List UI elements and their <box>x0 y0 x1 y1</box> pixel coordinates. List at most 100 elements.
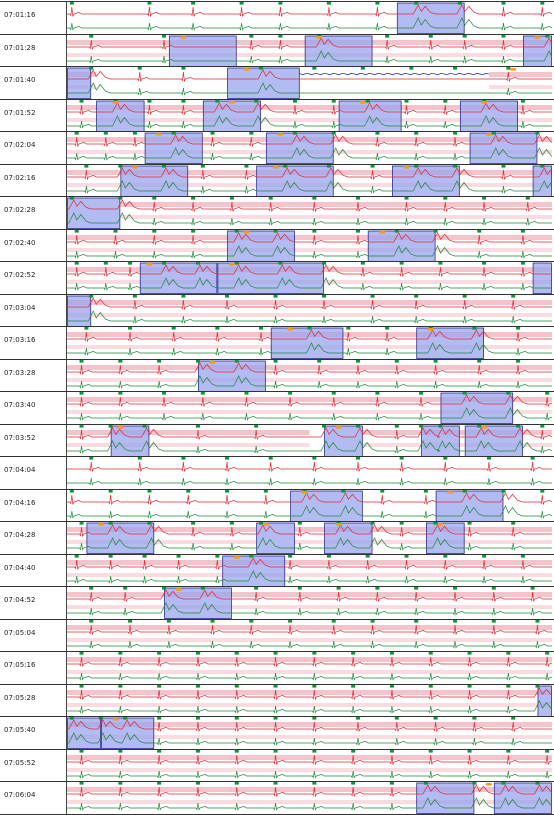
ecg-strip-row[interactable]: 07:04:04 <box>0 456 554 490</box>
ecg-plot-area[interactable] <box>66 327 552 360</box>
ecg-plot-area[interactable] <box>66 262 552 295</box>
beat-marker <box>467 749 472 753</box>
ecg-strip-row[interactable]: 07:02:28 <box>0 196 554 230</box>
beat-marker <box>477 424 482 428</box>
event-marker <box>534 35 541 39</box>
ecg-plot-area[interactable] <box>66 359 552 392</box>
ecg-plot-area[interactable] <box>66 554 552 587</box>
ecg-strip-svg <box>67 294 552 327</box>
ecg-strip-row[interactable]: 07:03:16 <box>0 326 554 360</box>
beat-marker <box>283 164 288 168</box>
lead-trace-green <box>67 114 552 129</box>
ecg-plot-area[interactable] <box>66 619 552 652</box>
beat-marker <box>239 2 244 5</box>
beat-marker <box>79 522 84 525</box>
ecg-plot-area[interactable] <box>66 132 552 165</box>
beat-marker <box>482 197 487 200</box>
beat-marker <box>380 489 385 493</box>
ecg-strip-row[interactable]: 07:04:28 <box>0 521 554 555</box>
ecg-strip-row[interactable]: 07:01:40 <box>0 66 554 100</box>
ecg-strip-svg <box>67 2 552 34</box>
ecg-plot-area[interactable] <box>66 749 552 782</box>
ecg-plot-area[interactable] <box>66 684 552 717</box>
ecg-strip-row[interactable]: 07:01:28 <box>0 33 554 67</box>
ecg-strip-row[interactable]: 07:03:40 <box>0 391 554 425</box>
ecg-strip-row[interactable]: 07:05:40 <box>0 716 554 750</box>
beat-marker <box>244 164 249 168</box>
rhythm-band <box>67 429 310 435</box>
event-marker <box>156 133 163 136</box>
ecg-strip-row[interactable]: 07:04:40 <box>0 553 554 587</box>
beat-marker <box>132 294 137 298</box>
beat-marker <box>399 522 404 525</box>
ecg-strip-row[interactable]: 07:05:16 <box>0 651 554 685</box>
rhythm-band <box>67 104 552 110</box>
beat-marker <box>545 34 550 38</box>
beat-marker <box>370 294 375 298</box>
ecg-strip-row[interactable]: 07:05:04 <box>0 618 554 652</box>
ecg-strip-svg <box>67 684 552 717</box>
beat-marker <box>516 359 521 363</box>
beat-marker <box>414 164 419 168</box>
ecg-strip-row[interactable]: 07:03:28 <box>0 358 554 392</box>
ecg-strip-row[interactable]: 07:04:16 <box>0 488 554 522</box>
ecg-plot-area[interactable] <box>66 587 552 620</box>
beat-marker <box>191 522 196 525</box>
ecg-plot-area[interactable] <box>66 164 552 197</box>
beat-marker <box>118 749 123 753</box>
rhythm-band <box>67 735 552 739</box>
beat-marker <box>191 229 196 233</box>
ecg-plot-area[interactable] <box>66 522 552 555</box>
ecg-plot-area[interactable] <box>66 229 552 262</box>
ecg-strip-row[interactable]: 07:06:04 <box>0 781 554 815</box>
beat-marker <box>118 359 123 363</box>
ecg-strip-row[interactable]: 07:05:28 <box>0 683 554 717</box>
ecg-strip-row[interactable]: 07:04:52 <box>0 586 554 620</box>
rhythm-band <box>67 605 552 609</box>
ecg-strip-row[interactable]: 07:02:40 <box>0 228 554 262</box>
ecg-strip-row[interactable]: 07:02:52 <box>0 261 554 295</box>
ecg-strip-row[interactable]: 07:05:52 <box>0 748 554 782</box>
beat-marker <box>273 749 278 753</box>
ecg-plot-area[interactable] <box>66 392 552 425</box>
beat-marker <box>525 197 530 200</box>
beat-marker <box>259 327 263 330</box>
ecg-strip-row[interactable]: 07:02:16 <box>0 163 554 197</box>
ecg-strip-svg <box>67 164 552 197</box>
ecg-plot-area[interactable] <box>66 782 552 814</box>
beat-marker <box>375 132 380 135</box>
ecg-strip-row[interactable]: 07:01:16 <box>0 1 554 35</box>
beat-marker <box>113 229 118 233</box>
beat-marker <box>157 652 162 655</box>
event-highlight <box>67 717 101 749</box>
beat-marker <box>297 522 302 525</box>
ecg-strip-row[interactable]: 07:01:52 <box>0 98 554 132</box>
beat-marker <box>118 782 123 785</box>
beat-marker <box>288 619 293 623</box>
beat-marker <box>210 619 215 623</box>
lead-trace-red <box>67 296 552 310</box>
ecg-strip-svg <box>67 717 552 749</box>
ecg-plot-area[interactable] <box>66 457 552 490</box>
ecg-plot-area[interactable] <box>66 67 552 100</box>
ecg-plot-area[interactable] <box>66 2 552 35</box>
ecg-strip-row[interactable]: 07:02:04 <box>0 131 554 165</box>
lead-trace-red <box>67 134 552 147</box>
ecg-plot-area[interactable] <box>66 294 552 327</box>
ecg-strip-row[interactable]: 07:03:04 <box>0 293 554 327</box>
ecg-strip-svg <box>67 132 552 164</box>
ecg-plot-area[interactable] <box>66 489 552 522</box>
ecg-plot-area[interactable] <box>66 424 552 457</box>
beat-marker <box>545 392 550 395</box>
ecg-strip-svg <box>67 197 552 229</box>
rhythm-band <box>67 312 552 317</box>
ecg-plot-area[interactable] <box>66 99 552 132</box>
ecg-plot-area[interactable] <box>66 197 552 230</box>
beat-marker <box>326 554 331 558</box>
ecg-plot-area[interactable] <box>66 652 552 685</box>
ecg-plot-area[interactable] <box>66 717 552 750</box>
beat-marker <box>516 327 521 330</box>
ecg-strip-row[interactable]: 07:03:52 <box>0 423 554 457</box>
ecg-plot-area[interactable] <box>66 34 552 67</box>
beat-marker <box>200 587 205 590</box>
